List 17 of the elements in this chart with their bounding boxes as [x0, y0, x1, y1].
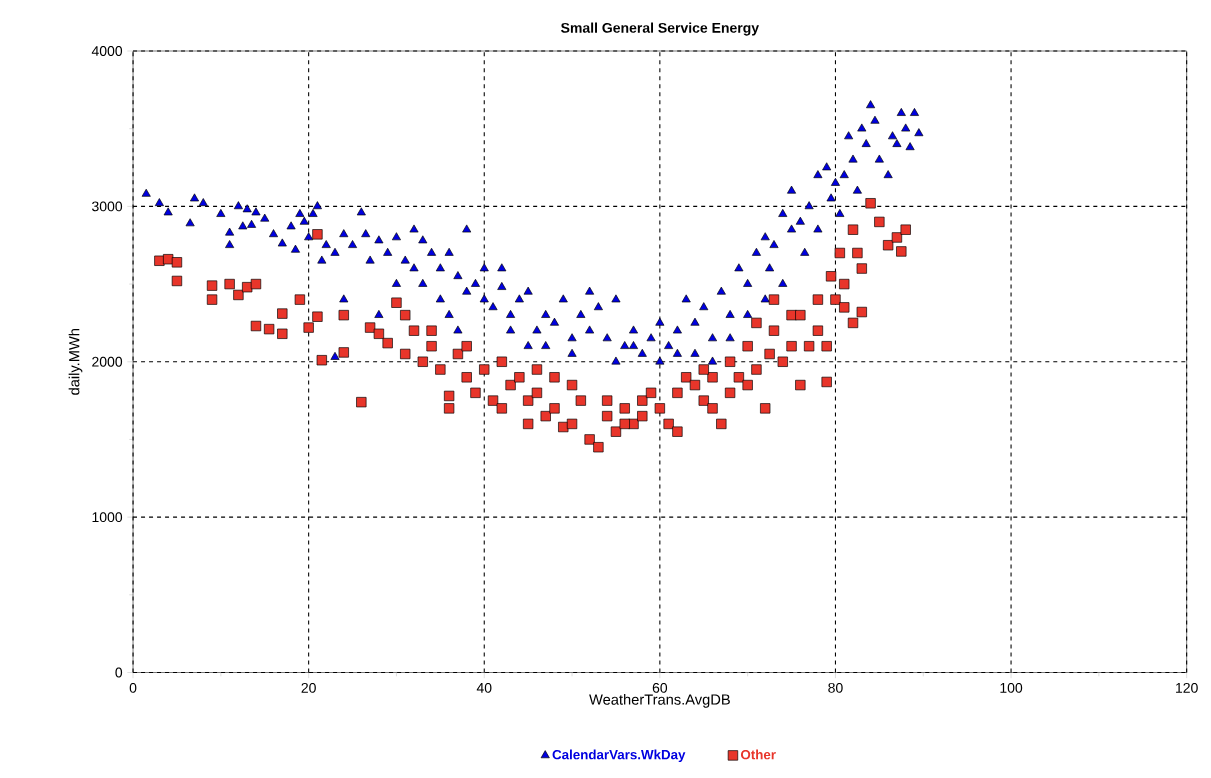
x-axis-title: WeatherTrans.AvgDB	[589, 694, 730, 708]
y-tick-label: 2000	[92, 357, 123, 367]
x-tick-label: 100	[1000, 683, 1023, 694]
x-tick-label: 0	[129, 683, 137, 694]
x-tick-label: 20	[301, 683, 316, 694]
y-axis-title: daily.MWh	[68, 329, 83, 396]
legend-label: CalendarVars.WkDay	[552, 749, 686, 763]
legend-label: Other	[740, 749, 776, 760]
x-tick-label: 80	[828, 683, 843, 694]
y-tick-label: 1000	[92, 512, 123, 523]
y-tick-label: 3000	[92, 201, 123, 212]
y-tick-label: 4000	[91, 46, 123, 57]
y-tick-label: 0	[115, 667, 123, 678]
chart-title: Small General Service Energy	[561, 22, 759, 36]
x-tick-label: 40	[476, 683, 492, 694]
x-tick-label: 120	[1176, 683, 1198, 694]
x-tick-label: 60	[652, 683, 668, 694]
